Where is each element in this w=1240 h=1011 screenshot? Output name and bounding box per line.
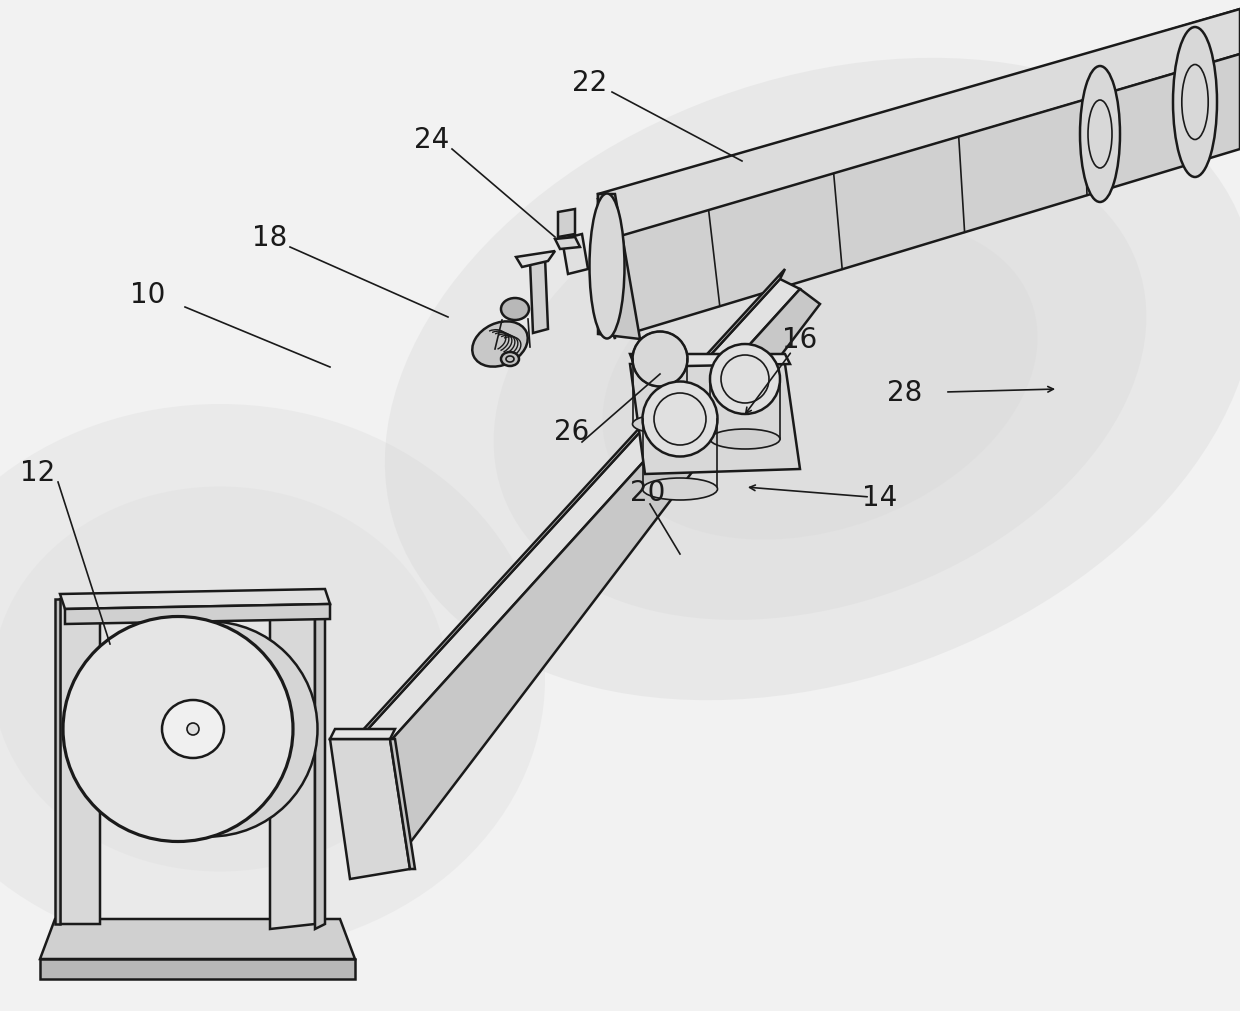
Ellipse shape (103, 622, 317, 837)
Text: 22: 22 (573, 69, 608, 97)
Text: 14: 14 (862, 483, 898, 512)
Ellipse shape (642, 382, 718, 457)
Polygon shape (562, 235, 588, 275)
Ellipse shape (632, 333, 687, 387)
Polygon shape (345, 754, 391, 869)
Ellipse shape (632, 416, 687, 434)
Polygon shape (60, 589, 330, 610)
Polygon shape (516, 252, 556, 268)
Polygon shape (529, 258, 548, 334)
Polygon shape (598, 10, 1240, 245)
Polygon shape (330, 729, 396, 739)
Polygon shape (315, 598, 325, 929)
Polygon shape (391, 739, 415, 869)
Polygon shape (330, 739, 410, 880)
Ellipse shape (642, 478, 718, 500)
Ellipse shape (711, 345, 780, 415)
Polygon shape (598, 195, 640, 340)
Polygon shape (55, 600, 60, 924)
Ellipse shape (162, 701, 224, 758)
Ellipse shape (603, 219, 1038, 540)
Polygon shape (598, 195, 615, 340)
Ellipse shape (187, 723, 198, 735)
Ellipse shape (472, 323, 528, 367)
Ellipse shape (0, 404, 546, 954)
Ellipse shape (63, 617, 293, 842)
Text: 10: 10 (130, 281, 166, 308)
Polygon shape (345, 280, 800, 769)
Polygon shape (556, 238, 580, 250)
Ellipse shape (1080, 67, 1120, 203)
Polygon shape (610, 55, 1240, 335)
Ellipse shape (501, 298, 529, 320)
Ellipse shape (0, 487, 448, 871)
Text: 28: 28 (888, 379, 923, 406)
Polygon shape (60, 594, 100, 924)
Text: 20: 20 (630, 478, 666, 507)
Text: 16: 16 (782, 326, 817, 354)
Text: 18: 18 (253, 223, 288, 252)
Ellipse shape (589, 194, 625, 339)
Polygon shape (630, 355, 790, 368)
Text: 12: 12 (20, 459, 56, 486)
Ellipse shape (384, 59, 1240, 701)
Polygon shape (40, 959, 355, 979)
Ellipse shape (1173, 28, 1216, 178)
Polygon shape (270, 600, 315, 929)
Polygon shape (598, 10, 1240, 240)
Polygon shape (630, 365, 800, 474)
Ellipse shape (494, 139, 1146, 621)
Ellipse shape (501, 353, 520, 367)
Polygon shape (64, 605, 330, 625)
Polygon shape (40, 919, 355, 959)
Text: 24: 24 (414, 126, 450, 154)
Text: 26: 26 (554, 418, 590, 446)
Polygon shape (365, 290, 820, 869)
Ellipse shape (711, 430, 780, 450)
Polygon shape (345, 270, 785, 754)
Polygon shape (558, 210, 575, 238)
